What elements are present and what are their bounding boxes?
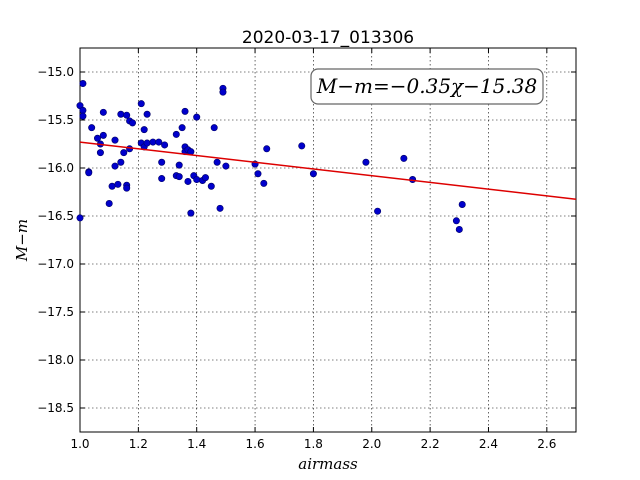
data-point — [79, 112, 87, 120]
data-point — [143, 110, 151, 118]
x-axis-label: airmass — [298, 455, 358, 473]
data-point — [155, 138, 163, 146]
data-point — [207, 182, 215, 190]
data-point — [76, 214, 84, 222]
data-point — [140, 126, 148, 134]
grid — [79, 48, 576, 432]
data-point — [181, 107, 189, 115]
x-tick-labels: 1.0 1.2 1.4 1.6 1.8 2.0 2.2 2.4 2.6 — [70, 437, 556, 451]
data-point — [178, 124, 186, 132]
x-tick-label: 1.8 — [304, 437, 323, 451]
data-point — [222, 162, 230, 170]
x-tick-label: 2.4 — [479, 437, 498, 451]
data-point — [219, 88, 227, 96]
data-point — [79, 80, 87, 88]
data-point — [111, 136, 119, 144]
y-tick-label: −18.0 — [37, 353, 74, 367]
data-point — [120, 149, 128, 157]
data-point — [117, 110, 125, 118]
data-point — [400, 154, 408, 162]
data-point — [161, 141, 169, 149]
data-point — [143, 139, 151, 147]
data-point — [309, 170, 317, 178]
data-point — [149, 138, 157, 146]
data-point — [79, 106, 87, 114]
data-point — [111, 162, 119, 170]
data-point — [455, 225, 463, 233]
y-axis-label: M−m — [13, 219, 31, 262]
data-point — [458, 200, 466, 208]
data-point — [158, 158, 166, 166]
y-tick-label: −16.0 — [37, 161, 74, 175]
data-point — [187, 209, 195, 217]
x-tick-label: 2.6 — [537, 437, 556, 451]
data-point — [175, 161, 183, 169]
data-point — [172, 130, 180, 138]
data-point — [362, 158, 370, 166]
x-tick-label: 2.0 — [362, 437, 381, 451]
axis-ticks — [79, 48, 576, 432]
x-tick-label: 1.0 — [70, 437, 89, 451]
plot-frame — [79, 47, 577, 433]
data-point — [88, 124, 96, 132]
data-point — [96, 149, 104, 157]
data-point — [213, 158, 221, 166]
data-point — [137, 100, 145, 108]
x-tick-label: 1.2 — [129, 437, 148, 451]
fit-line — [79, 141, 577, 200]
data-point — [158, 175, 166, 183]
data-point — [184, 177, 192, 185]
y-tick-label: −15.5 — [37, 113, 74, 127]
data-point — [263, 145, 271, 153]
data-point — [298, 142, 306, 150]
data-point — [99, 131, 107, 139]
y-tick-label: −16.5 — [37, 209, 74, 223]
data-point — [129, 119, 137, 127]
data-point — [193, 113, 201, 121]
data-point — [123, 184, 131, 192]
data-points — [76, 80, 466, 233]
data-point — [85, 169, 93, 177]
data-point — [201, 174, 209, 182]
x-tick-label: 1.4 — [187, 437, 206, 451]
data-point — [117, 158, 125, 166]
chart-title: 2020-03-17_013306 — [242, 28, 414, 48]
data-point — [254, 170, 262, 178]
data-point — [374, 207, 382, 215]
data-point — [210, 124, 218, 132]
data-point — [452, 217, 460, 225]
data-point — [114, 180, 122, 188]
y-tick-label: −17.5 — [37, 305, 74, 319]
data-point — [175, 173, 183, 181]
annotation-box — [310, 68, 544, 105]
data-point — [94, 134, 102, 142]
x-tick-label: 1.6 — [246, 437, 265, 451]
y-tick-label: −18.5 — [37, 401, 74, 415]
y-tick-label: −17.0 — [37, 257, 74, 271]
y-tick-labels: −15.0 −15.5 −16.0 −16.5 −17.0 −17.5 −18.0 −18.5 — [37, 65, 74, 415]
data-point — [99, 108, 107, 116]
data-point — [108, 182, 116, 190]
x-tick-label: 2.2 — [421, 437, 440, 451]
data-point — [123, 111, 131, 119]
data-point — [105, 200, 113, 208]
fit-equation: M−m=−0.35χ−15.38 — [316, 74, 537, 98]
y-tick-label: −15.0 — [37, 65, 74, 79]
data-point — [216, 204, 224, 212]
data-point — [260, 179, 268, 187]
data-point — [193, 176, 201, 184]
